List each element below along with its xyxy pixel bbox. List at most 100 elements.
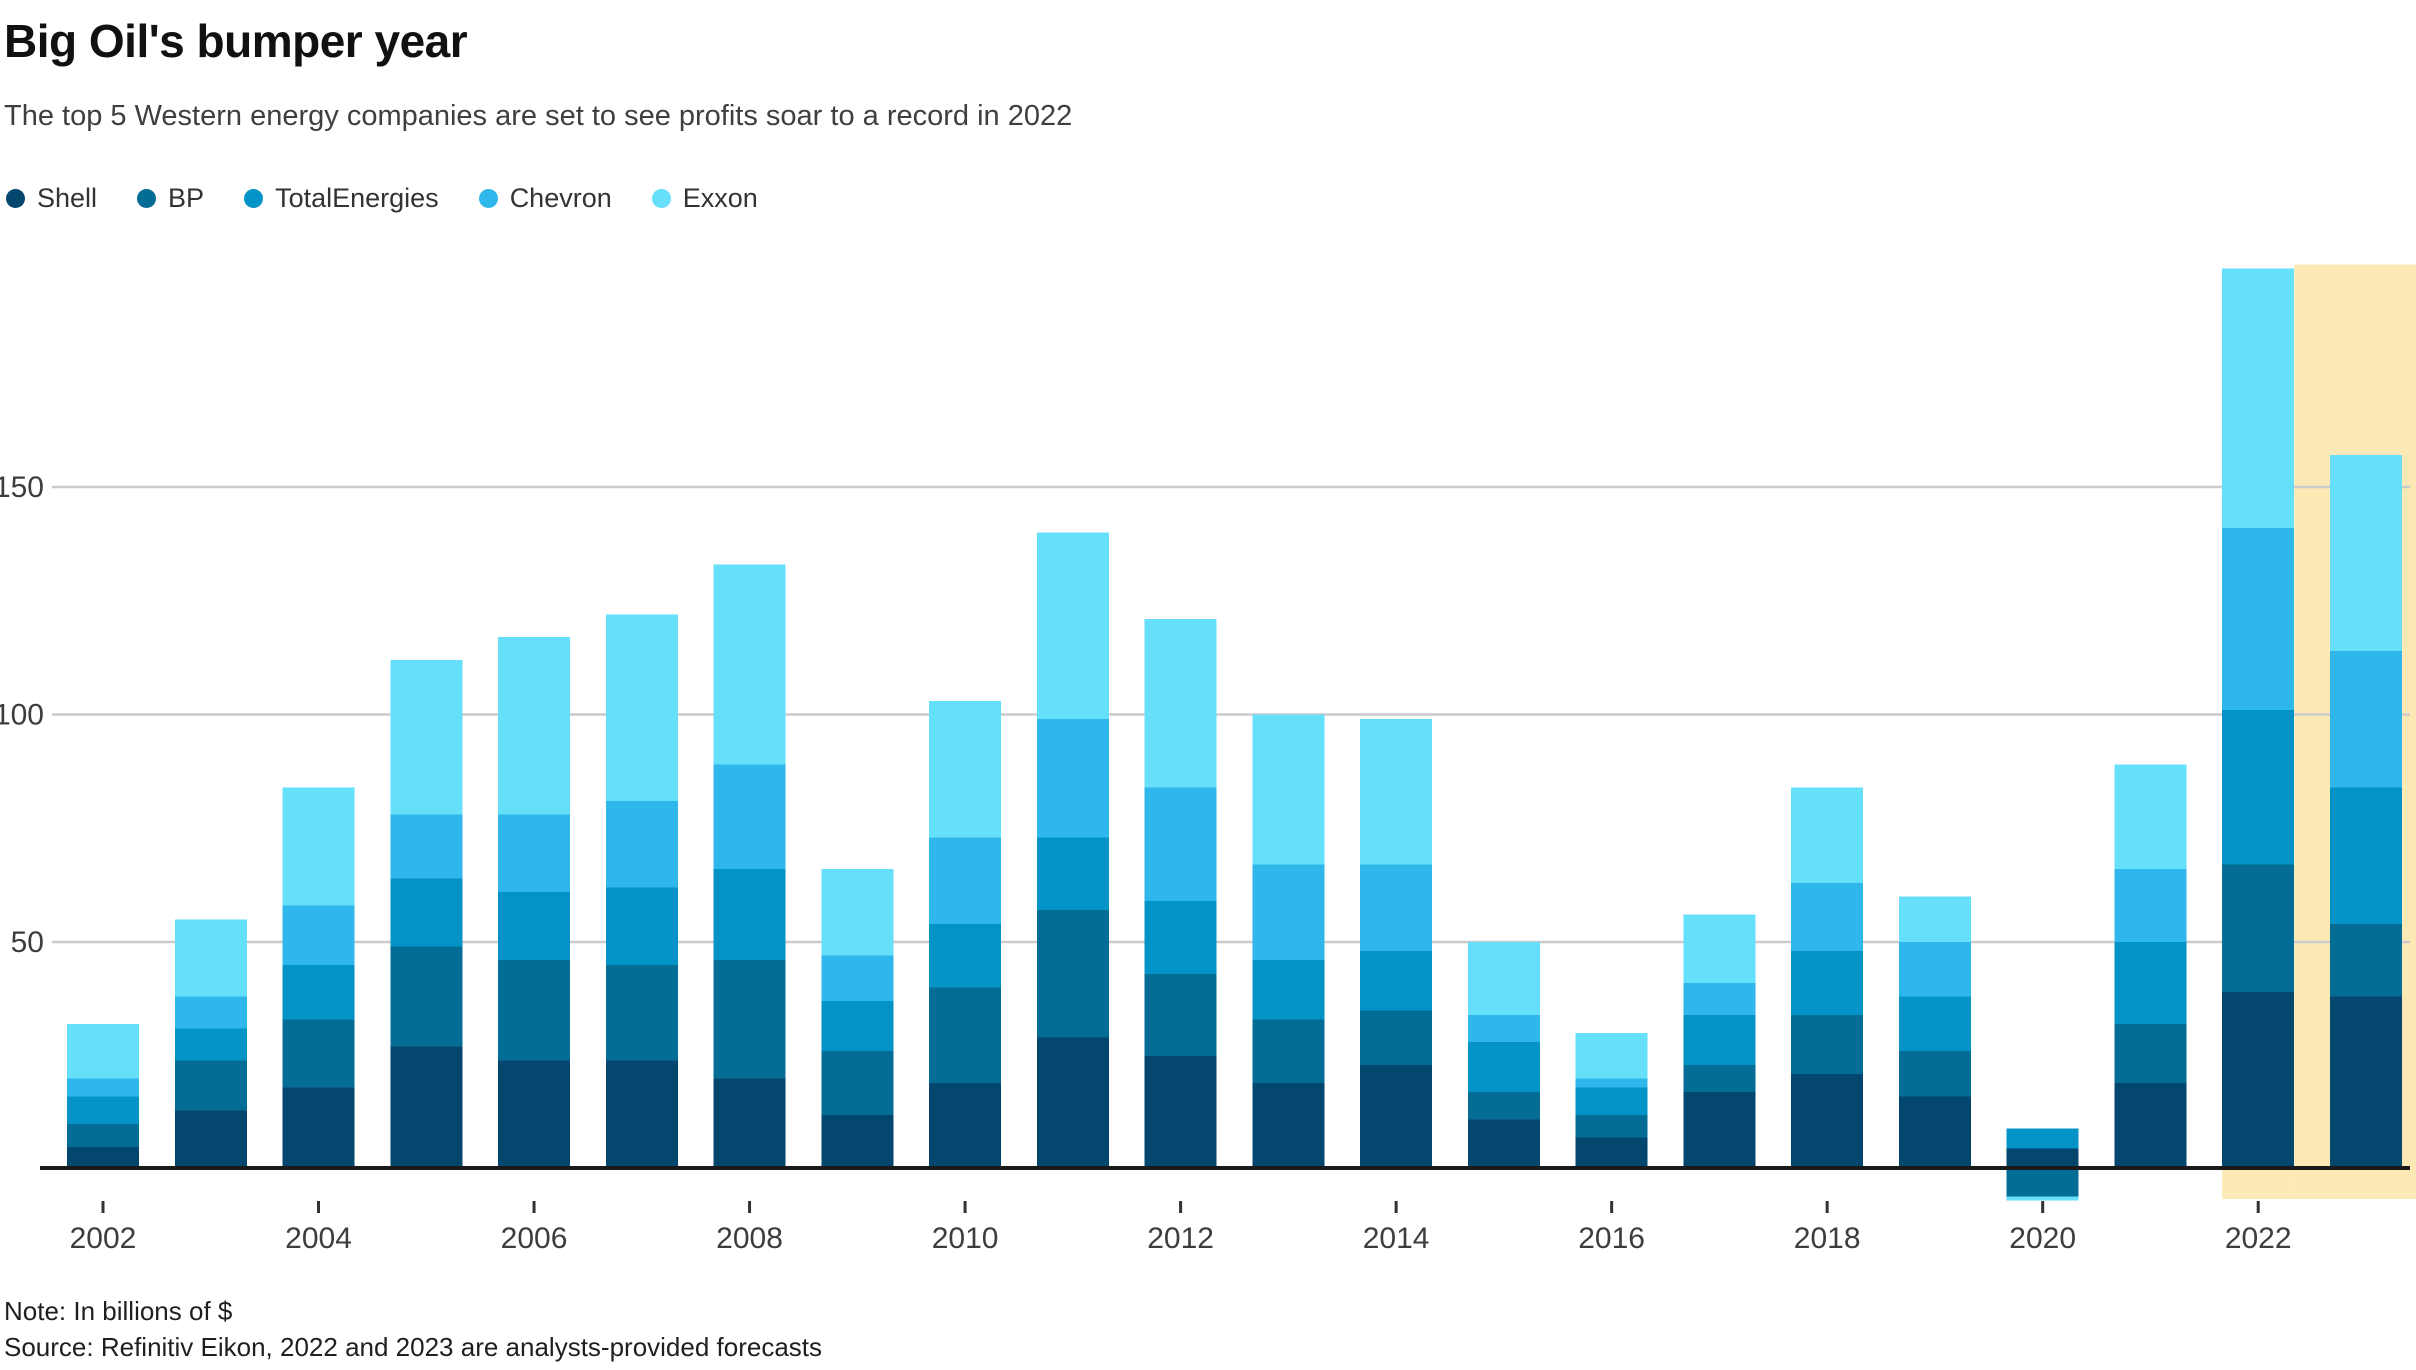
bar-segment-2015-shell <box>1467 1119 1540 1170</box>
chart-title: Big Oil's bumper year <box>4 15 468 67</box>
chart-subtitle: The top 5 Western energy companies are s… <box>4 100 1073 132</box>
source-text: Source: Refinitiv Eikon, 2022 and 2023 a… <box>4 1332 823 1362</box>
bar-segment-2021-shell <box>2114 1083 2187 1170</box>
bar-segment-2017-exxon <box>1683 914 1756 983</box>
bar-segment-2013-shell <box>1252 1083 1325 1170</box>
bar-segment-2012-chevron <box>1144 787 1217 902</box>
bar-segment-2007-bp <box>605 964 678 1061</box>
bar-segment-2012-exxon <box>1144 618 1217 788</box>
bar-segment-2014-bp <box>1360 1010 1433 1065</box>
bar-segment-2014-totalenergies <box>1360 951 1433 1011</box>
legend-label: Exxon <box>682 183 758 213</box>
bar-segment-2006-exxon <box>498 637 571 815</box>
legend-dot-totalenergies <box>244 189 264 208</box>
bar-segment-2005-chevron <box>390 814 463 879</box>
bar-segment-2018-shell <box>1791 1073 1864 1170</box>
bar-segment-2017-shell <box>1683 1092 1756 1170</box>
bar-segment-2007-totalenergies <box>605 887 678 965</box>
bar-segment-2015-exxon <box>1467 942 1540 1015</box>
bar-2012 <box>1144 618 1217 1170</box>
bar-segment-2019-chevron <box>1898 942 1971 997</box>
bar-segment-2005-bp <box>390 946 463 1047</box>
bar-segment-2007-shell <box>605 1060 678 1170</box>
x-axis-label: 2018 <box>1794 1222 1861 1255</box>
bar-2003 <box>174 919 247 1170</box>
bar-2022 <box>2222 268 2295 1170</box>
bar-2011 <box>1036 532 1109 1170</box>
bar-segment-2006-bp <box>498 960 571 1061</box>
bar-segment-2016-chevron <box>1575 1078 1648 1088</box>
y-axis-label: 150 <box>0 471 44 504</box>
bar-segment-2007-chevron <box>605 800 678 888</box>
bar-segment-2002-totalenergies <box>67 1096 139 1124</box>
legend-dot-exxon <box>651 189 671 208</box>
bar-segment-2018-totalenergies <box>1791 951 1864 1015</box>
bar-2023 <box>2329 455 2402 1170</box>
bar-segment-2005-shell <box>390 1046 463 1170</box>
bar-segment-2015-totalenergies <box>1467 1042 1540 1093</box>
legend: Shell BP TotalEnergies Chevron Exxon <box>6 183 758 214</box>
bar-segment-2023-exxon <box>2329 455 2402 651</box>
x-axis-label: 2016 <box>1578 1222 1645 1255</box>
bar-segment-2014-exxon <box>1360 719 1433 865</box>
bar-segment-2006-totalenergies <box>498 891 571 961</box>
y-axis-label: 100 <box>0 699 44 732</box>
bar-segment-2009-chevron <box>821 955 894 1002</box>
bar-segment-2002-chevron <box>67 1078 139 1097</box>
legend-label: TotalEnergies <box>275 183 439 213</box>
bar-segment-2005-exxon <box>390 659 463 815</box>
bar-segment-2019-shell <box>1898 1096 1971 1170</box>
bar-2004 <box>282 787 355 1170</box>
bar-segment-2018-chevron <box>1791 882 1864 952</box>
bar-segment-2020-exxon <box>2006 1196 2079 1201</box>
bar-segment-2022-bp <box>2222 864 2295 993</box>
forecast-highlight-underbar <box>2222 1169 2295 1199</box>
bar-segment-2012-totalenergies <box>1144 901 1217 974</box>
bar-segment-2006-chevron <box>498 814 571 892</box>
bar-segment-2004-exxon <box>282 787 355 906</box>
bar-2006 <box>498 637 571 1170</box>
bar-2009 <box>821 869 894 1170</box>
bar-segment-2021-totalenergies <box>2114 942 2187 1024</box>
bar-segment-2008-exxon <box>713 564 786 765</box>
bar-segment-2015-bp <box>1467 1092 1540 1120</box>
legend-item-bp: BP <box>137 183 204 214</box>
bar-segment-2023-chevron <box>2329 650 2402 788</box>
bar-2014 <box>1360 719 1433 1170</box>
legend-item-shell: Shell <box>6 183 97 214</box>
bar-2016 <box>1575 1033 1648 1170</box>
x-axis-label: 2004 <box>285 1222 352 1255</box>
bar-segment-2017-bp <box>1683 1064 1756 1093</box>
bar-segment-2018-exxon <box>1791 787 1864 883</box>
bar-segment-2020-totalenergies <box>2006 1128 2079 1149</box>
x-axis-label: 2006 <box>501 1222 568 1255</box>
x-axis-label: 2012 <box>1147 1222 1214 1255</box>
bar-2020 <box>2006 1128 2079 1201</box>
x-axis-label: 2010 <box>932 1222 999 1255</box>
bar-segment-2002-shell <box>67 1146 139 1170</box>
bar-segment-2022-exxon <box>2222 268 2295 528</box>
bar-2021 <box>2114 764 2187 1170</box>
bar-segment-2020-shell <box>2006 1148 2079 1170</box>
bar-segment-2010-shell <box>929 1083 1002 1170</box>
bar-segment-2019-exxon <box>1898 896 1971 942</box>
x-axis-label: 2008 <box>716 1222 783 1255</box>
bar-segment-2013-exxon <box>1252 714 1325 865</box>
x-axis-label: 2014 <box>1363 1222 1430 1255</box>
bar-segment-2012-bp <box>1144 973 1217 1056</box>
bar-segment-2022-totalenergies <box>2222 709 2295 865</box>
bar-segment-2021-exxon <box>2114 764 2187 870</box>
bar-segment-2002-exxon <box>67 1023 139 1079</box>
bar-2007 <box>605 614 678 1170</box>
bar-segment-2014-chevron <box>1360 864 1433 952</box>
bar-segment-2004-shell <box>282 1087 355 1170</box>
bar-segment-2014-shell <box>1360 1064 1433 1170</box>
legend-label: BP <box>168 183 205 213</box>
x-axis-label: 2022 <box>2225 1222 2292 1255</box>
bar-segment-2022-chevron <box>2222 527 2295 710</box>
bar-segment-2011-exxon <box>1036 532 1109 720</box>
x-axis-label: 2002 <box>70 1222 137 1255</box>
bar-segment-2004-chevron <box>282 905 355 965</box>
